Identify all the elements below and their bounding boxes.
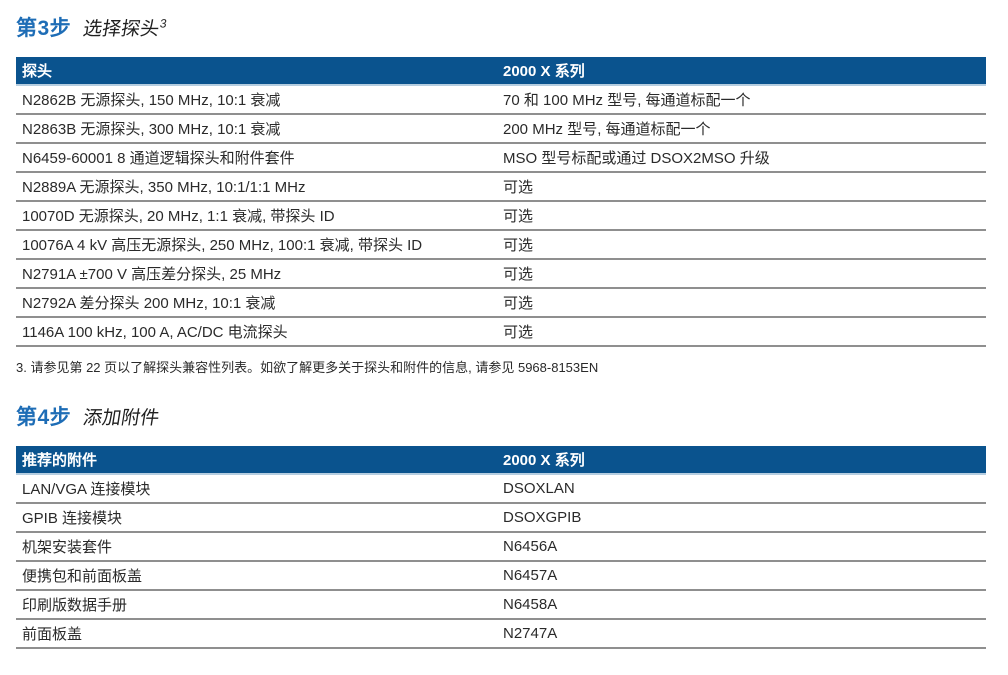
series-cell: 可选: [503, 179, 534, 196]
step3-number: 第3步: [16, 17, 72, 40]
table-row: N2889A 无源探头, 350 MHz, 10:1/1:1 MHz 可选: [16, 173, 986, 202]
series-cell: 可选: [503, 266, 534, 283]
series-cell: 可选: [503, 295, 534, 312]
step3-title-text: 选择探头: [81, 19, 161, 40]
table-row: N2792A 差分探头 200 MHz, 10:1 衰减 可选: [16, 289, 986, 318]
model-cell: N6457A: [503, 567, 558, 584]
probes-table: 探头 2000 X 系列 N2862B 无源探头, 150 MHz, 10:1 …: [16, 57, 986, 347]
probe-cell: N2889A 无源探头, 350 MHz, 10:1/1:1 MHz: [22, 179, 306, 196]
table-row: N2862B 无源探头, 150 MHz, 10:1 衰减 70 和 100 M…: [16, 86, 986, 115]
probe-compatibility-footnote: 3. 请参见第 22 页以了解探头兼容性列表。如欲了解更多关于探头和附件的信息,…: [16, 360, 599, 375]
probe-cell: 10070D 无源探头, 20 MHz, 1:1 衰减, 带探头 ID: [22, 208, 335, 225]
table-row: 1146A 100 kHz, 100 A, AC/DC 电流探头 可选: [16, 318, 986, 347]
series-cell: 可选: [503, 208, 534, 225]
model-cell: N6456A: [503, 538, 558, 555]
accessory-cell: 印刷版数据手册: [22, 597, 128, 614]
model-cell: DSOXGPIB: [503, 509, 582, 526]
probe-cell: N6459-60001 8 通道逻辑探头和附件套件: [22, 150, 295, 167]
model-cell: N2747A: [503, 625, 558, 642]
probe-cell: 1146A 100 kHz, 100 A, AC/DC 电流探头: [22, 324, 288, 341]
step3-heading: 第3步 选择探头3: [16, 15, 986, 44]
step4-title: 添加附件: [81, 408, 161, 429]
table-row: 前面板盖 N2747A: [16, 620, 986, 649]
accessories-table: 推荐的附件 2000 X 系列 LAN/VGA 连接模块 DSOXLAN GPI…: [16, 446, 986, 649]
probe-cell: 10076A 4 kV 高压无源探头, 250 MHz, 100:1 衰减, 带…: [22, 237, 423, 254]
step4-heading: 第4步 添加附件: [16, 404, 986, 433]
table-row: 10070D 无源探头, 20 MHz, 1:1 衰减, 带探头 ID 可选: [16, 202, 986, 231]
series-cell: 200 MHz 型号, 每通道标配一个: [503, 121, 711, 138]
table-row: LAN/VGA 连接模块 DSOXLAN: [16, 475, 986, 504]
probe-column-header: 探头: [22, 63, 53, 80]
accessory-cell: 便携包和前面板盖: [22, 568, 143, 585]
step3-title-superscript: 3: [159, 16, 169, 31]
table-row: N2863B 无源探头, 300 MHz, 10:1 衰减 200 MHz 型号…: [16, 115, 986, 144]
table-row: 10076A 4 kV 高压无源探头, 250 MHz, 100:1 衰减, 带…: [16, 231, 986, 260]
table-row: GPIB 连接模块 DSOXGPIB: [16, 504, 986, 533]
series-column-header: 2000 X 系列: [503, 63, 585, 80]
series-cell: 可选: [503, 324, 534, 341]
table-row: N2791A ±700 V 高压差分探头, 25 MHz 可选: [16, 260, 986, 289]
accessory-cell: GPIB 连接模块: [22, 510, 123, 527]
step4-number: 第4步: [16, 406, 72, 429]
accessory-column-header: 推荐的附件: [22, 452, 98, 469]
accessory-cell: 前面板盖: [22, 626, 83, 643]
model-column-header: 2000 X 系列: [503, 452, 585, 469]
step3-title: 选择探头3: [81, 16, 168, 44]
table-row: 便携包和前面板盖 N6457A: [16, 562, 986, 591]
model-cell: N6458A: [503, 596, 558, 613]
accessories-table-header: 推荐的附件 2000 X 系列: [16, 446, 986, 475]
model-cell: DSOXLAN: [503, 480, 575, 497]
table-row: 印刷版数据手册 N6458A: [16, 591, 986, 620]
probe-cell: N2863B 无源探头, 300 MHz, 10:1 衰减: [22, 121, 281, 138]
probes-table-header: 探头 2000 X 系列: [16, 57, 986, 86]
table-row: N6459-60001 8 通道逻辑探头和附件套件 MSO 型号标配或通过 DS…: [16, 144, 986, 173]
probe-cell: N2792A 差分探头 200 MHz, 10:1 衰减: [22, 295, 276, 312]
accessory-cell: LAN/VGA 连接模块: [22, 481, 151, 498]
accessory-cell: 机架安装套件: [22, 539, 113, 556]
series-cell: MSO 型号标配或通过 DSOX2MSO 升级: [503, 150, 770, 167]
probe-cell: N2791A ±700 V 高压差分探头, 25 MHz: [22, 266, 282, 283]
series-cell: 70 和 100 MHz 型号, 每通道标配一个: [503, 92, 751, 109]
probe-cell: N2862B 无源探头, 150 MHz, 10:1 衰减: [22, 92, 281, 109]
table-row: 机架安装套件 N6456A: [16, 533, 986, 562]
series-cell: 可选: [503, 237, 534, 254]
page-content: 第3步 选择探头3 探头 2000 X 系列 N2862B 无源探头, 150 …: [16, 15, 986, 649]
